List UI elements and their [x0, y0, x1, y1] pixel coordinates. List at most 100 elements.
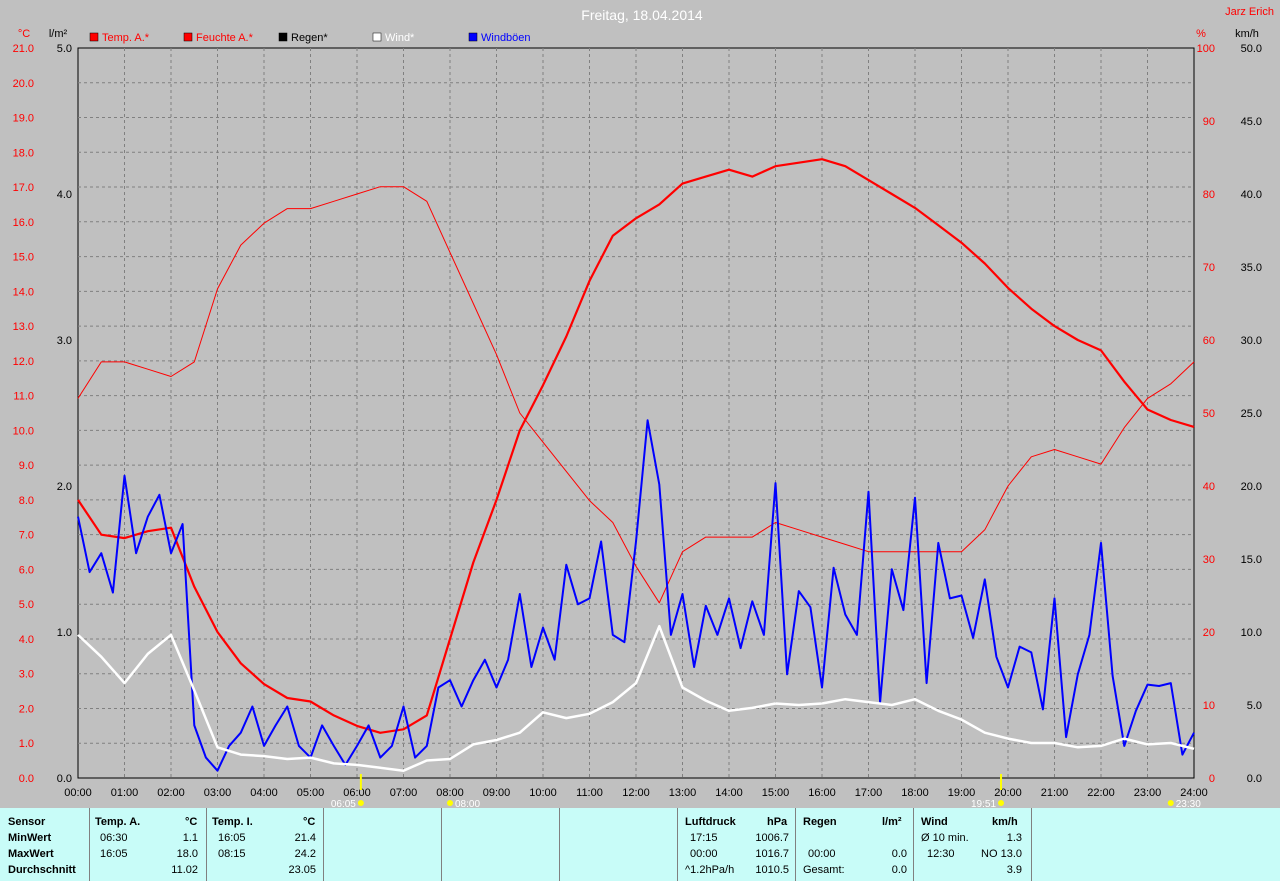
sensor-header: Sensor [8, 816, 46, 828]
x-tick-label: 14:00 [715, 787, 743, 799]
series-feuchte-a [77, 186, 1195, 604]
legend-swatch [89, 32, 99, 42]
temp-i-max-val: 24.2 [294, 848, 316, 860]
temp-i-min-time: 16:05 [218, 832, 246, 844]
temp-a-min-val: 1.1 [182, 832, 198, 844]
temp-i-max-time: 08:15 [218, 848, 246, 860]
wind-tick-label: 5.0 [1247, 700, 1262, 712]
x-tick-label: 11:00 [576, 787, 603, 799]
temp-tick-label: 13.0 [13, 321, 34, 333]
humidity-tick-label: 50 [1203, 408, 1215, 420]
x-tick-label: 18:00 [901, 787, 929, 799]
wind-max-time: 12:30 [927, 848, 955, 860]
row-min-label: MinWert [8, 832, 52, 844]
wind-avg10: 1.3 [1006, 832, 1022, 844]
pressure-header: Luftdruck [685, 816, 736, 828]
legend-swatch [372, 32, 382, 42]
x-tick-label: 07:00 [390, 787, 418, 799]
x-tick-label: 17:00 [855, 787, 883, 799]
temp-tick-label: 21.0 [13, 43, 34, 55]
wind-tick-label: 15.0 [1241, 554, 1262, 566]
wind-tick-label: 45.0 [1241, 116, 1262, 128]
temp-unit-label: °C [18, 28, 30, 40]
x-tick-label: 19:00 [948, 787, 976, 799]
x-tick-label: 10:00 [529, 787, 557, 799]
wind-unit-label: km/h [1235, 28, 1259, 40]
humidity-tick-label: 20 [1203, 627, 1215, 639]
wind-tick-label: 30.0 [1241, 335, 1262, 347]
wind-unit: km/h [992, 816, 1018, 828]
rain-header: Regen [803, 816, 837, 828]
temp-a-min-time: 06:30 [100, 832, 128, 844]
x-tick-label: 05:00 [297, 787, 325, 799]
x-tick-label: 08:00 [436, 787, 464, 799]
row-avg-label: Durchschnitt [8, 864, 76, 876]
pressure-avg: 1010.5 [755, 864, 789, 876]
divider [913, 808, 914, 881]
x-tick-label: 00:00 [64, 787, 92, 799]
wind-tick-label: 50.0 [1241, 43, 1262, 55]
legend-swatch [278, 32, 288, 42]
rain-total-label: Gesamt: [803, 864, 845, 876]
sunrise-marker-icon [357, 800, 364, 806]
temp-a-max-time: 16:05 [100, 848, 128, 860]
series-line [77, 624, 1195, 772]
divider [89, 808, 90, 881]
rain-tick-label: 0.0 [57, 773, 72, 785]
temp-a-max-val: 18.0 [176, 848, 198, 860]
wind-tick-label: 35.0 [1241, 262, 1262, 274]
humidity-tick-label: 90 [1203, 116, 1215, 128]
legend-swatch [183, 32, 193, 42]
wind-avg10-label: Ø 10 min. [921, 832, 969, 844]
temp-a-avg: 11.02 [171, 864, 198, 876]
x-tick-label: 01:00 [111, 787, 139, 799]
pressure-max-time: 00:00 [690, 848, 718, 860]
sun-moon-markers: 06:05 19:51 08:00 23:30 [331, 774, 1201, 808]
humidity-tick-label: 0 [1209, 773, 1215, 785]
wind-tick-label: 20.0 [1241, 481, 1262, 493]
temp-tick-label: 9.0 [19, 460, 34, 472]
x-tick-label: 24:00 [1180, 787, 1208, 799]
weather-chart: 0.0 1.0 2.0 3.0 4.0 5.0 6.0 7.0 8.0 9.0 10.0 11.0 12… [12, 6, 1274, 808]
x-tick-label: 03:00 [204, 787, 232, 799]
rain-total: 0.0 [891, 864, 907, 876]
temp-tick-label: 10.0 [13, 425, 34, 437]
chart-title: Freitag, 18.04.2014 [581, 7, 703, 23]
temp-tick-label: 20.0 [13, 78, 34, 90]
temp-a-header: Temp. A. [95, 816, 141, 828]
rain-tick-label: 1.0 [57, 627, 72, 639]
rain-tick-label: 4.0 [57, 189, 72, 201]
x-tick-label: 02:00 [157, 787, 185, 799]
x-tick-label: 04:00 [250, 787, 278, 799]
x-tick-label: 09:00 [483, 787, 511, 799]
wind-tick-label: 0.0 [1247, 773, 1262, 785]
temp-tick-label: 17.0 [13, 182, 34, 194]
x-tick-label: 06:00 [343, 787, 371, 799]
series-line [77, 419, 1195, 772]
series-wind [77, 624, 1195, 772]
wind-tick-label: 10.0 [1241, 627, 1262, 639]
series-windb-en [77, 419, 1195, 772]
legend-label: Feuchte A.* [196, 32, 254, 44]
divider [323, 808, 324, 881]
divider [1031, 808, 1032, 881]
wind-tick-label: 25.0 [1241, 408, 1262, 420]
wind-header: Wind [921, 816, 948, 828]
wind-tick-label: 40.0 [1241, 189, 1262, 201]
temp-i-header: Temp. I. [212, 816, 253, 828]
temp-tick-label: 1.0 [19, 738, 34, 750]
temp-tick-label: 8.0 [19, 495, 34, 507]
row-max-label: MaxWert [8, 848, 54, 860]
rain-unit-label: l/m² [49, 28, 68, 40]
legend-label: Temp. A.* [102, 32, 150, 44]
humidity-tick-label: 30 [1203, 554, 1215, 566]
rain-tick-label: 2.0 [57, 481, 72, 493]
temp-tick-label: 12.0 [13, 356, 34, 368]
temp-tick-label: 5.0 [19, 599, 34, 611]
rain-tick-label: 5.0 [57, 43, 72, 55]
x-tick-label: 20:00 [994, 787, 1022, 799]
humidity-tick-label: 60 [1203, 335, 1215, 347]
sunset-marker-time: 19:51 [971, 799, 996, 808]
x-tick-label: 15:00 [762, 787, 790, 799]
humidity-unit-label: % [1196, 28, 1206, 40]
